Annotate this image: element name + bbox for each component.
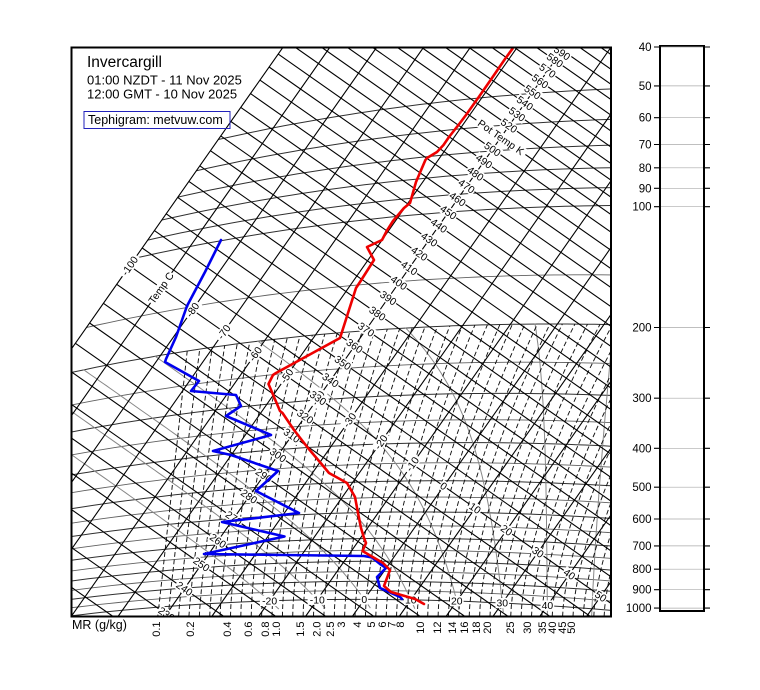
- svg-text:70: 70: [639, 140, 652, 152]
- svg-text:10: 10: [415, 622, 427, 634]
- svg-text:90: 90: [639, 183, 652, 195]
- svg-text:400: 400: [388, 274, 409, 293]
- svg-text:12:00 GMT - 10 Nov 2025: 12:00 GMT - 10 Nov 2025: [87, 87, 237, 102]
- svg-text:50: 50: [639, 81, 652, 93]
- svg-text:1.5: 1.5: [295, 622, 307, 637]
- svg-text:2.0: 2.0: [311, 622, 323, 637]
- svg-text:1000: 1000: [626, 603, 652, 615]
- svg-text:440: 440: [428, 217, 449, 236]
- svg-text:40: 40: [639, 42, 652, 54]
- svg-text:40: 40: [547, 622, 559, 634]
- svg-text:18: 18: [471, 622, 483, 634]
- svg-text:8: 8: [395, 622, 407, 628]
- svg-text:340: 340: [320, 372, 341, 391]
- svg-text:430: 430: [418, 231, 439, 250]
- svg-text:20: 20: [451, 597, 463, 608]
- svg-text:-20: -20: [262, 597, 277, 608]
- svg-text:200: 200: [632, 323, 651, 335]
- svg-text:80: 80: [639, 163, 652, 175]
- svg-text:7: 7: [386, 622, 398, 628]
- svg-text:0.8: 0.8: [260, 622, 272, 637]
- svg-text:360: 360: [344, 337, 365, 356]
- svg-text:500: 500: [632, 482, 651, 494]
- svg-text:40: 40: [542, 601, 554, 612]
- svg-text:Temp C: Temp C: [147, 270, 177, 306]
- svg-text:45: 45: [557, 622, 569, 634]
- svg-text:450: 450: [438, 204, 459, 223]
- svg-text:380: 380: [367, 305, 388, 324]
- svg-text:25: 25: [505, 622, 517, 634]
- svg-text:50: 50: [566, 622, 578, 634]
- svg-text:0.4: 0.4: [222, 622, 234, 637]
- svg-text:350: 350: [332, 354, 353, 373]
- svg-text:30: 30: [522, 622, 534, 634]
- svg-text:01:00 NZDT - 11 Nov 2025: 01:00 NZDT - 11 Nov 2025: [87, 73, 242, 88]
- svg-text:5: 5: [366, 622, 378, 628]
- svg-text:0.6: 0.6: [243, 622, 255, 637]
- svg-text:100: 100: [632, 202, 651, 214]
- svg-text:0: 0: [438, 481, 449, 493]
- svg-text:60: 60: [639, 113, 652, 125]
- svg-text:0.2: 0.2: [185, 622, 197, 637]
- svg-text:390: 390: [377, 289, 398, 308]
- svg-text:400: 400: [632, 443, 651, 455]
- svg-text:2.5: 2.5: [325, 622, 337, 637]
- svg-text:800: 800: [632, 564, 651, 576]
- svg-text:700: 700: [632, 541, 651, 553]
- svg-text:30: 30: [497, 599, 509, 610]
- svg-text:12: 12: [432, 622, 444, 634]
- svg-text:320: 320: [294, 408, 315, 427]
- svg-text:MR (g/kg): MR (g/kg): [72, 618, 127, 632]
- svg-text:600: 600: [632, 514, 651, 526]
- svg-text:4: 4: [352, 622, 364, 628]
- svg-text:35: 35: [537, 622, 549, 634]
- svg-text:6: 6: [377, 622, 389, 628]
- svg-text:1.0: 1.0: [271, 622, 283, 637]
- svg-text:410: 410: [398, 259, 419, 278]
- svg-text:14: 14: [447, 622, 459, 634]
- svg-text:3: 3: [336, 622, 348, 628]
- svg-text:900: 900: [632, 585, 651, 597]
- svg-text:Tephigram: metvuw.com: Tephigram: metvuw.com: [88, 113, 223, 127]
- svg-text:420: 420: [409, 245, 430, 264]
- svg-text:20: 20: [482, 622, 494, 634]
- svg-text:300: 300: [632, 393, 651, 405]
- svg-text:Invercargill: Invercargill: [87, 54, 162, 71]
- svg-text:-10: -10: [310, 595, 325, 606]
- svg-text:0: 0: [361, 595, 367, 606]
- svg-text:16: 16: [459, 622, 471, 634]
- svg-text:10: 10: [405, 596, 417, 607]
- svg-text:230: 230: [156, 606, 177, 625]
- svg-text:0.1: 0.1: [151, 622, 163, 637]
- svg-text:250: 250: [191, 556, 212, 575]
